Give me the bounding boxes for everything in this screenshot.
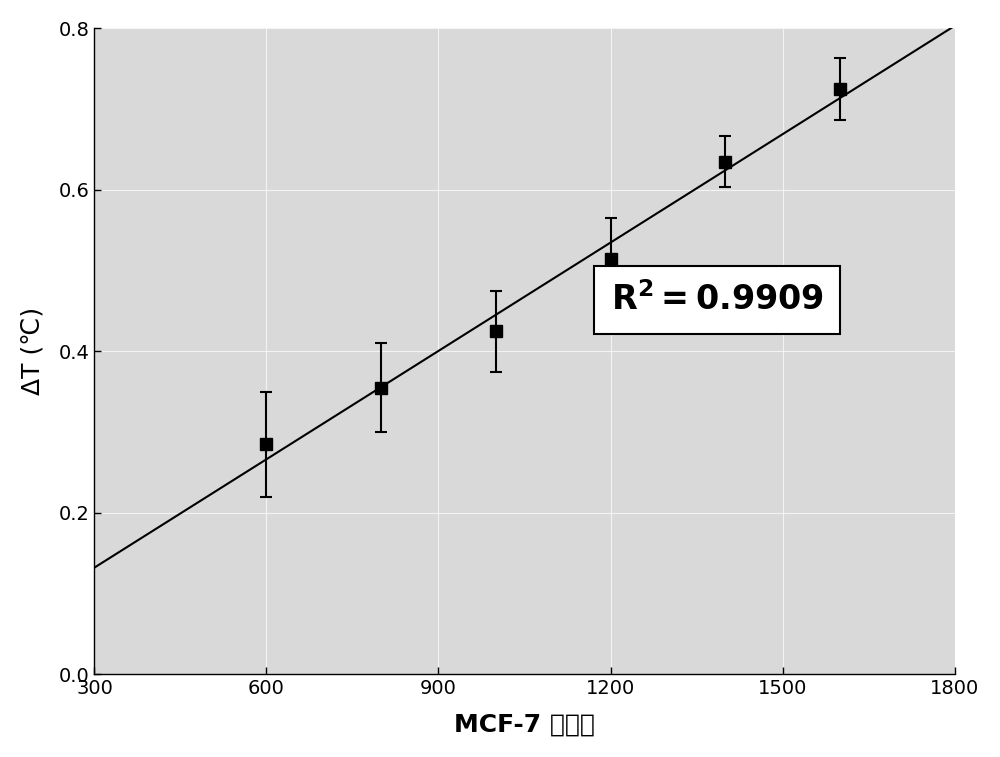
- Text: $\mathbf{R^2=0.9909}$: $\mathbf{R^2=0.9909}$: [611, 282, 823, 317]
- X-axis label: MCF-7 细胞数: MCF-7 细胞数: [454, 712, 595, 736]
- Y-axis label: ΔT (℃): ΔT (℃): [21, 307, 45, 395]
